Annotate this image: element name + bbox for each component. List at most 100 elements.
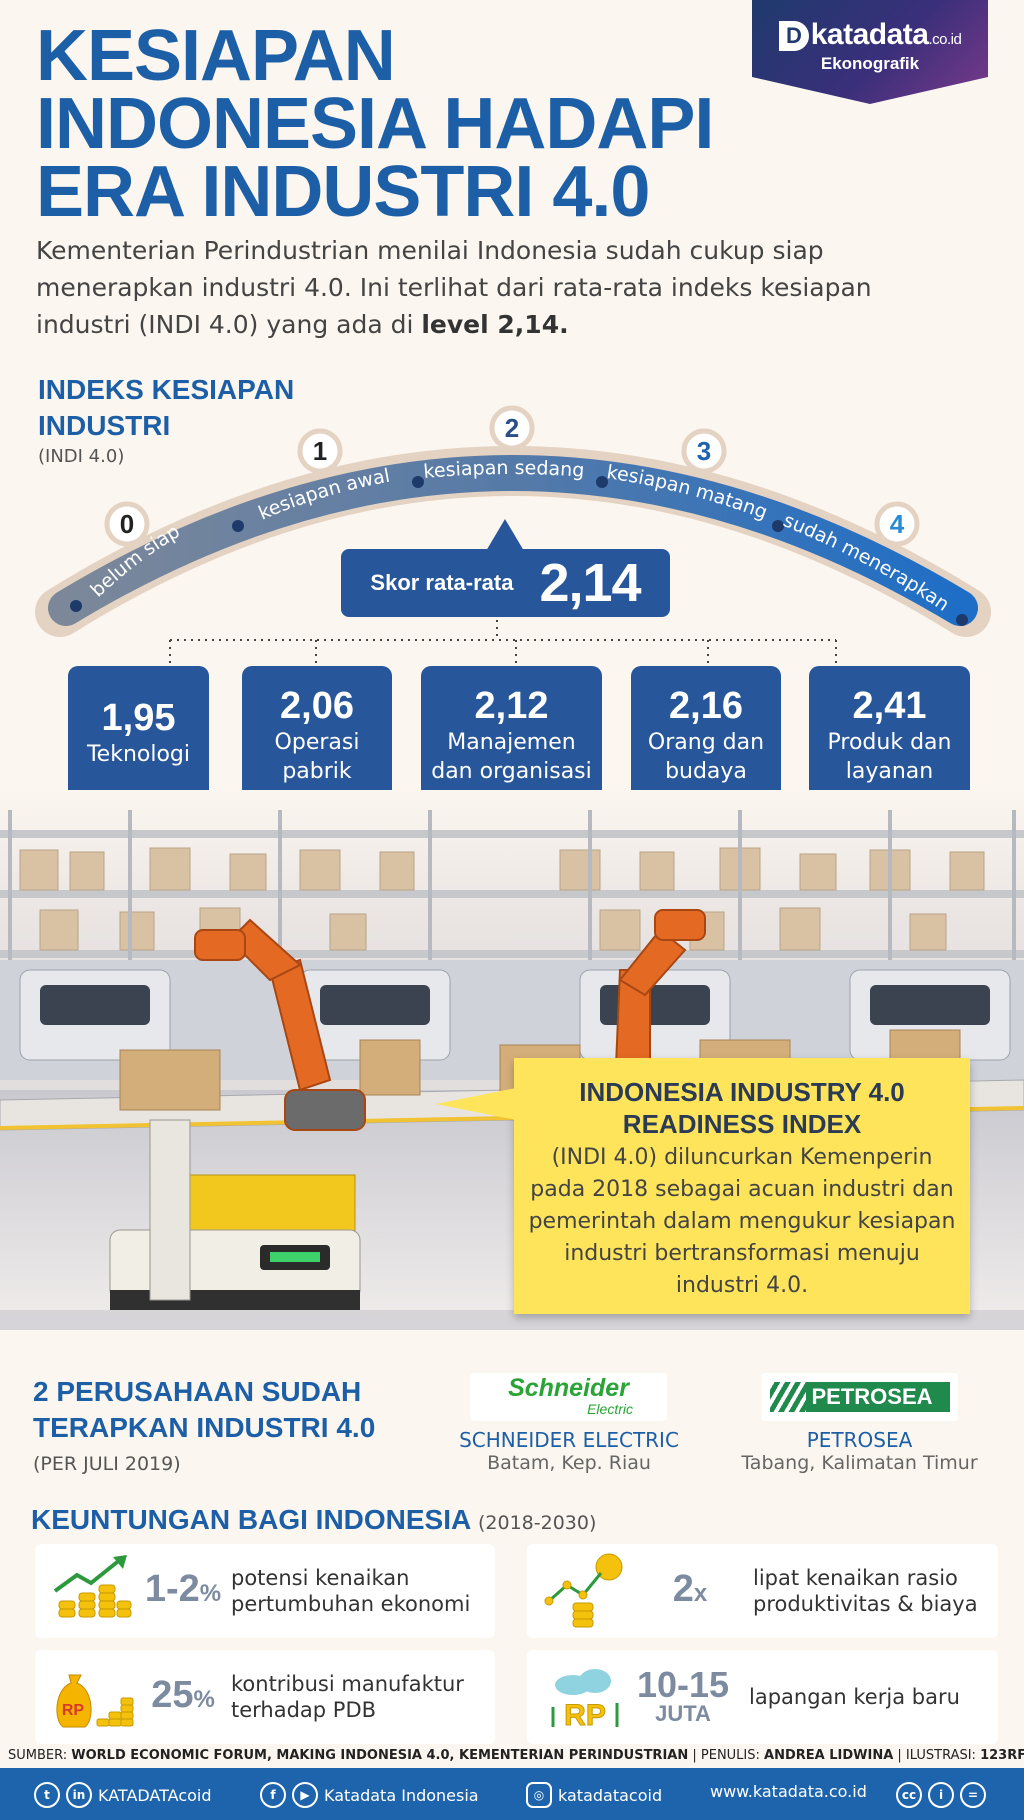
companies-title: 2 PERUSAHAAN SUDAH TERAPKAN INDUSTRI 4.0 bbox=[33, 1376, 376, 1443]
schneider-location: Batam, Kep. Riau bbox=[487, 1452, 651, 1474]
katadata-mark-icon: D bbox=[778, 21, 809, 52]
benefit-card-manufacturing: RP 25% kontribusi manufaktur terhadap PD… bbox=[35, 1650, 495, 1744]
writer-label: | PENULIS: bbox=[692, 1748, 760, 1763]
footer-website[interactable]: www.katadata.co.id bbox=[710, 1782, 867, 1801]
svg-text:RP: RP bbox=[564, 1699, 606, 1732]
footer-handle-3[interactable]: katadatacoid bbox=[558, 1785, 663, 1805]
intro-text: Kementerian Perindustrian menilai Indone… bbox=[36, 236, 872, 339]
level-badge-4: 4 bbox=[874, 501, 920, 547]
level-number-2: 2 bbox=[505, 413, 519, 443]
svg-text:RP: RP bbox=[62, 1702, 85, 1719]
dimension-value: 2,12 bbox=[474, 685, 549, 727]
benefit-value-number: 25 bbox=[151, 1673, 194, 1716]
source-value: WORLD ECONOMIC FORUM, MAKING INDONESIA 4… bbox=[71, 1748, 689, 1763]
score-connector-lines bbox=[169, 620, 837, 664]
infographic-title: KESIAPAN INDONESIA HADAPI ERA INDUSTRI 4… bbox=[36, 16, 736, 228]
schneider-logo-sub: Electric bbox=[587, 1401, 633, 1417]
benefit-text: kontribusi manufaktur terhadap PDB bbox=[231, 1672, 464, 1722]
productivity-coins-icon bbox=[544, 1553, 623, 1628]
benefit-card-growth: 1-2% potensi kenaikan pertumbuhan ekonom… bbox=[35, 1544, 495, 1638]
footer-social-twitter-linkedin[interactable]: t in KATADATAcoid bbox=[34, 1782, 212, 1808]
arc-track bbox=[48, 455, 978, 626]
schneider-logo-text: Schneider bbox=[508, 1374, 629, 1402]
benefit-value: 1-2% bbox=[135, 1570, 231, 1613]
dimension-label: Operasi pabrik bbox=[274, 730, 360, 784]
dimension-card-orang-budaya: 2,16 Orang dan budaya bbox=[631, 666, 781, 804]
arc-dot-1 bbox=[232, 520, 244, 532]
benefit-value-unit: % bbox=[193, 1685, 215, 1713]
readiness-arc: belum siap kesiapan awal kesiapan sedang… bbox=[35, 405, 991, 637]
footer-handle-2[interactable]: Katadata Indonesia bbox=[324, 1785, 479, 1805]
benefit-value-unit: % bbox=[199, 1579, 222, 1607]
intro-highlight: level 2,14. bbox=[421, 310, 569, 339]
logo-suffix: .co.id bbox=[928, 31, 962, 48]
arc-markers bbox=[70, 476, 968, 626]
benefit-value: 25% bbox=[135, 1676, 231, 1719]
benefit-value-unit: JUTA bbox=[655, 1701, 711, 1726]
benefit-card-productivity: 2x lipat kenaikan rasio produktivitas & … bbox=[527, 1544, 998, 1638]
benefits-period: (2018-2030) bbox=[477, 1512, 597, 1534]
dimension-label: Produk dan layanan bbox=[827, 730, 952, 784]
level-number-1: 1 bbox=[313, 436, 327, 466]
average-score-label: Skor rata-rata bbox=[370, 570, 514, 595]
title-line-2: INDONESIA HADAPI bbox=[36, 84, 714, 164]
arc-dot-2 bbox=[412, 476, 424, 488]
benefit-value: 2x bbox=[627, 1570, 753, 1613]
source-credits: SUMBER: WORLD ECONOMIC FORUM, MAKING IND… bbox=[8, 1748, 1024, 1763]
dimension-label: Manajemen dan organisasi bbox=[431, 730, 592, 784]
benefit-value-number: 10-15 bbox=[636, 1664, 730, 1705]
linkedin-icon[interactable]: in bbox=[66, 1782, 92, 1808]
petrosea-logo[interactable]: PETROSEA bbox=[761, 1373, 958, 1421]
twitter-icon[interactable]: t bbox=[34, 1782, 60, 1808]
level-badge-3: 3 bbox=[681, 428, 727, 474]
title-line-1: KESIAPAN bbox=[36, 16, 396, 96]
benefit-value: 10-15 JUTA bbox=[627, 1664, 739, 1726]
benefit-text: potensi kenaikan pertumbuhan ekonomi bbox=[231, 1566, 471, 1616]
footer-social-instagram[interactable]: ◎ katadatacoid bbox=[526, 1782, 662, 1808]
logo-section: Ekonografik bbox=[820, 54, 920, 73]
index-title: INDEKS KESIAPAN INDUSTRI bbox=[38, 374, 295, 441]
companies-subtitle: (PER JULI 2019) bbox=[33, 1453, 181, 1475]
schneider-logo[interactable]: Schneider Electric bbox=[470, 1373, 667, 1421]
benefit-text: lapangan kerja baru bbox=[749, 1685, 960, 1709]
arc-dot-3 bbox=[596, 476, 608, 488]
logo-brand: katadata bbox=[810, 18, 929, 51]
footer-bar: t in KATADATAcoid f ▶ Katadata Indonesia… bbox=[0, 1768, 1024, 1820]
money-bag-icon: RP bbox=[56, 1674, 134, 1728]
agv-robot bbox=[109, 1119, 361, 1310]
benefits-heading: KEUNTUNGAN BAGI INDONESIA bbox=[31, 1504, 471, 1535]
facebook-icon[interactable]: f bbox=[260, 1782, 286, 1808]
benefit-value-number: 2 bbox=[672, 1567, 694, 1610]
rupiah-cloud-icon: RP bbox=[551, 1669, 619, 1733]
dimension-card-operasi-pabrik: 2,06 Operasi pabrik bbox=[242, 666, 392, 804]
benefit-value-unit: x bbox=[693, 1579, 708, 1607]
footer-social-facebook-youtube[interactable]: f ▶ Katadata Indonesia bbox=[260, 1782, 479, 1808]
info-callout: INDONESIA INDUSTRY 4.0 READINESS INDEX (… bbox=[436, 1058, 970, 1314]
no-derivatives-icon: = bbox=[960, 1782, 986, 1808]
growth-chart-coins-icon bbox=[53, 1555, 132, 1618]
footer-handle-1[interactable]: KATADATAcoid bbox=[98, 1785, 212, 1805]
info-title: INDONESIA INDUSTRY 4.0 READINESS INDEX bbox=[514, 1076, 970, 1140]
level-badge-1: 1 bbox=[297, 428, 343, 474]
level-label-2: kesiapan sedang bbox=[423, 457, 586, 483]
footer-website-url[interactable]: www.katadata.co.id bbox=[710, 1782, 867, 1801]
attribution-icon: i bbox=[928, 1782, 954, 1808]
intro-paragraph: Kementerian Perindustrian menilai Indone… bbox=[36, 232, 966, 343]
arc-dot-0 bbox=[70, 600, 82, 612]
dimension-value: 2,41 bbox=[852, 685, 927, 727]
average-score-value: 2,14 bbox=[539, 553, 641, 613]
dimension-card-teknologi: 1,95 Teknologi bbox=[68, 666, 209, 804]
average-score-box: Skor rata-rata 2,14 bbox=[341, 519, 670, 617]
petrosea-logo-text: PETROSEA bbox=[811, 1384, 933, 1409]
level-label-2-path: kesiapan sedang bbox=[423, 457, 586, 483]
arc-dot-4 bbox=[772, 520, 784, 532]
illustration-value: 123RF bbox=[980, 1748, 1024, 1763]
instagram-icon[interactable]: ◎ bbox=[526, 1782, 552, 1808]
benefit-text: lipat kenaikan rasio produktivitas & bia… bbox=[753, 1566, 978, 1616]
youtube-icon[interactable]: ▶ bbox=[292, 1782, 318, 1808]
petrosea-location: Tabang, Kalimatan Timur bbox=[741, 1452, 978, 1474]
dimension-label: Teknologi bbox=[86, 742, 191, 767]
level-number-0: 0 bbox=[120, 509, 134, 539]
writer-value: ANDREA LIDWINA bbox=[764, 1748, 894, 1763]
